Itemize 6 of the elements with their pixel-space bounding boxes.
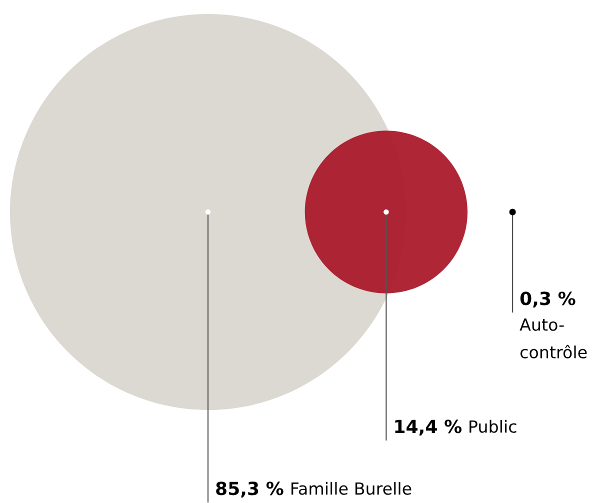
data-label: 85,3 % bbox=[216, 482, 284, 498]
data-label: 0,3 % bbox=[520, 292, 576, 308]
category-label: Auto- contrôle bbox=[520, 318, 587, 358]
data-label: 14,4 % bbox=[395, 420, 462, 436]
category-label: Public bbox=[470, 420, 516, 433]
category-label: Famille Burelle bbox=[292, 482, 412, 495]
